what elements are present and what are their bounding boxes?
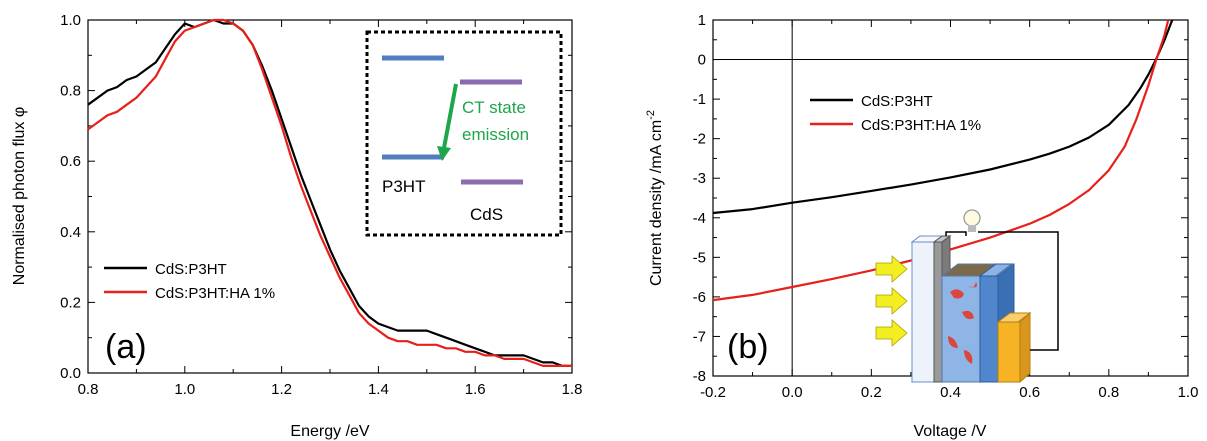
- sun-arrow-1: [875, 255, 908, 283]
- x-tick-label-b: 0.2: [861, 384, 882, 401]
- ct-emission-arrow: [442, 83, 458, 149]
- y-axis-label-b-sup: -2: [645, 110, 657, 120]
- cds-nanocrystal: [964, 350, 973, 364]
- panel-a: 0.8 1.0 1.2 1.4 1.6 1.8 0.0 0.2 0.4 0.6 0.8 1.0 En…: [11, 12, 582, 440]
- inset-label-emission: emission: [462, 125, 529, 144]
- y-tick-label-b: -7: [693, 328, 706, 345]
- inset-label-cds: CdS: [470, 205, 503, 224]
- y-axis-label-b: Current density /mA cm-2: [645, 110, 665, 286]
- x-tick-label-a: 1.6: [465, 381, 486, 398]
- legend-label-cds-p3ht-ha: CdS:P3HT:HA 1%: [861, 117, 981, 134]
- circuit-wire: [978, 231, 1059, 351]
- metal-contact: [997, 321, 1021, 383]
- cds-nanocrystal: [948, 336, 958, 348]
- y-axis-label-b-main: Current density /mA cm: [648, 120, 665, 286]
- y-tick-label-b: -1: [693, 91, 706, 108]
- legend-a: CdS:P3HT CdS:P3HT:HA 1%: [104, 261, 275, 302]
- inset-label-p3ht: P3HT: [382, 177, 425, 196]
- x-tick-label-b: 0.4: [940, 384, 961, 401]
- legend-label-cds-p3ht: CdS:P3HT: [155, 261, 227, 278]
- y-tick-label-a: 0.2: [60, 294, 81, 311]
- glass-substrate-front: [911, 241, 935, 383]
- ct-emission-arrowhead: [437, 146, 451, 161]
- y-tick-label-a: 0.8: [60, 83, 81, 100]
- cds-nanocrystal: [962, 310, 974, 320]
- solar-cell-device-inset: [875, 209, 1059, 384]
- y-tick-label-b: -6: [693, 289, 706, 306]
- panel-label-b: (b): [727, 328, 769, 366]
- series-line-b-1: [712, 19, 1170, 302]
- y-tick-label-b: 1: [698, 12, 706, 29]
- legend-b: CdS:P3HT CdS:P3HT:HA 1%: [810, 93, 981, 134]
- top-electrode: [979, 275, 999, 383]
- y-tick-label-b: 0: [698, 52, 706, 69]
- series-line-a-0: [87, 18, 572, 367]
- x-tick-label-a: 1.0: [174, 381, 195, 398]
- y-axis-label-a: Normalised photon flux φ: [11, 107, 28, 285]
- cds-nanocrystal: [968, 282, 977, 288]
- circuit-wire: [945, 231, 967, 236]
- series-line-a-1: [87, 18, 572, 367]
- inset-label-ct-state: CT state: [462, 98, 526, 117]
- y-tick-label-b: -2: [693, 131, 706, 148]
- y-tick-label-b: -8: [693, 368, 706, 385]
- x-axis-label-a: Energy /eV: [290, 423, 369, 440]
- y-tick-label-b: -5: [693, 249, 706, 266]
- y-tick-label-a: 0.0: [60, 365, 81, 382]
- x-tick-label-a: 1.2: [271, 381, 292, 398]
- sun-arrow-2: [875, 287, 908, 315]
- ito-layer: [933, 241, 943, 383]
- legend-label-cds-p3ht: CdS:P3HT: [861, 93, 933, 110]
- lightbulb-icon: [963, 209, 981, 227]
- y-tick-label-a: 0.6: [60, 153, 81, 170]
- legend-label-cds-p3ht-ha: CdS:P3HT:HA 1%: [155, 285, 275, 302]
- y-tick-label-a: 0.4: [60, 224, 81, 241]
- x-tick-label-a: 1.4: [368, 381, 389, 398]
- x-tick-label-b: 0.6: [1019, 384, 1040, 401]
- x-tick-label-b: 0.0: [782, 384, 803, 401]
- x-tick-label-a: 1.8: [562, 381, 583, 398]
- cds-nanocrystal: [950, 289, 964, 299]
- metal-contact-side: [1019, 311, 1031, 384]
- x-tick-label-b: 0.8: [1098, 384, 1119, 401]
- inset-frame: [365, 30, 563, 237]
- x-tick-label-b: -0.2: [700, 384, 726, 401]
- panel-b: -0.2 0.0 0.2 0.4 0.6 0.8 1.0 -8 -7 -6 -5 -4 -3 -2 -1 0…: [645, 12, 1198, 440]
- x-tick-label-a: 0.8: [78, 381, 99, 398]
- energy-level-inset: P3HT CdS CT state emission: [365, 30, 563, 237]
- panel-label-a: (a): [105, 328, 147, 366]
- sun-arrow-3: [875, 319, 908, 347]
- series-line-b-0: [712, 19, 1174, 215]
- lightbulb-base: [968, 225, 976, 232]
- y-tick-label-a: 1.0: [60, 12, 81, 29]
- x-tick-label-b: 1.0: [1178, 384, 1199, 401]
- y-tick-label-b: -4: [693, 210, 706, 227]
- y-tick-label-b: -3: [693, 170, 706, 187]
- x-axis-label-b: Voltage /V: [914, 423, 987, 440]
